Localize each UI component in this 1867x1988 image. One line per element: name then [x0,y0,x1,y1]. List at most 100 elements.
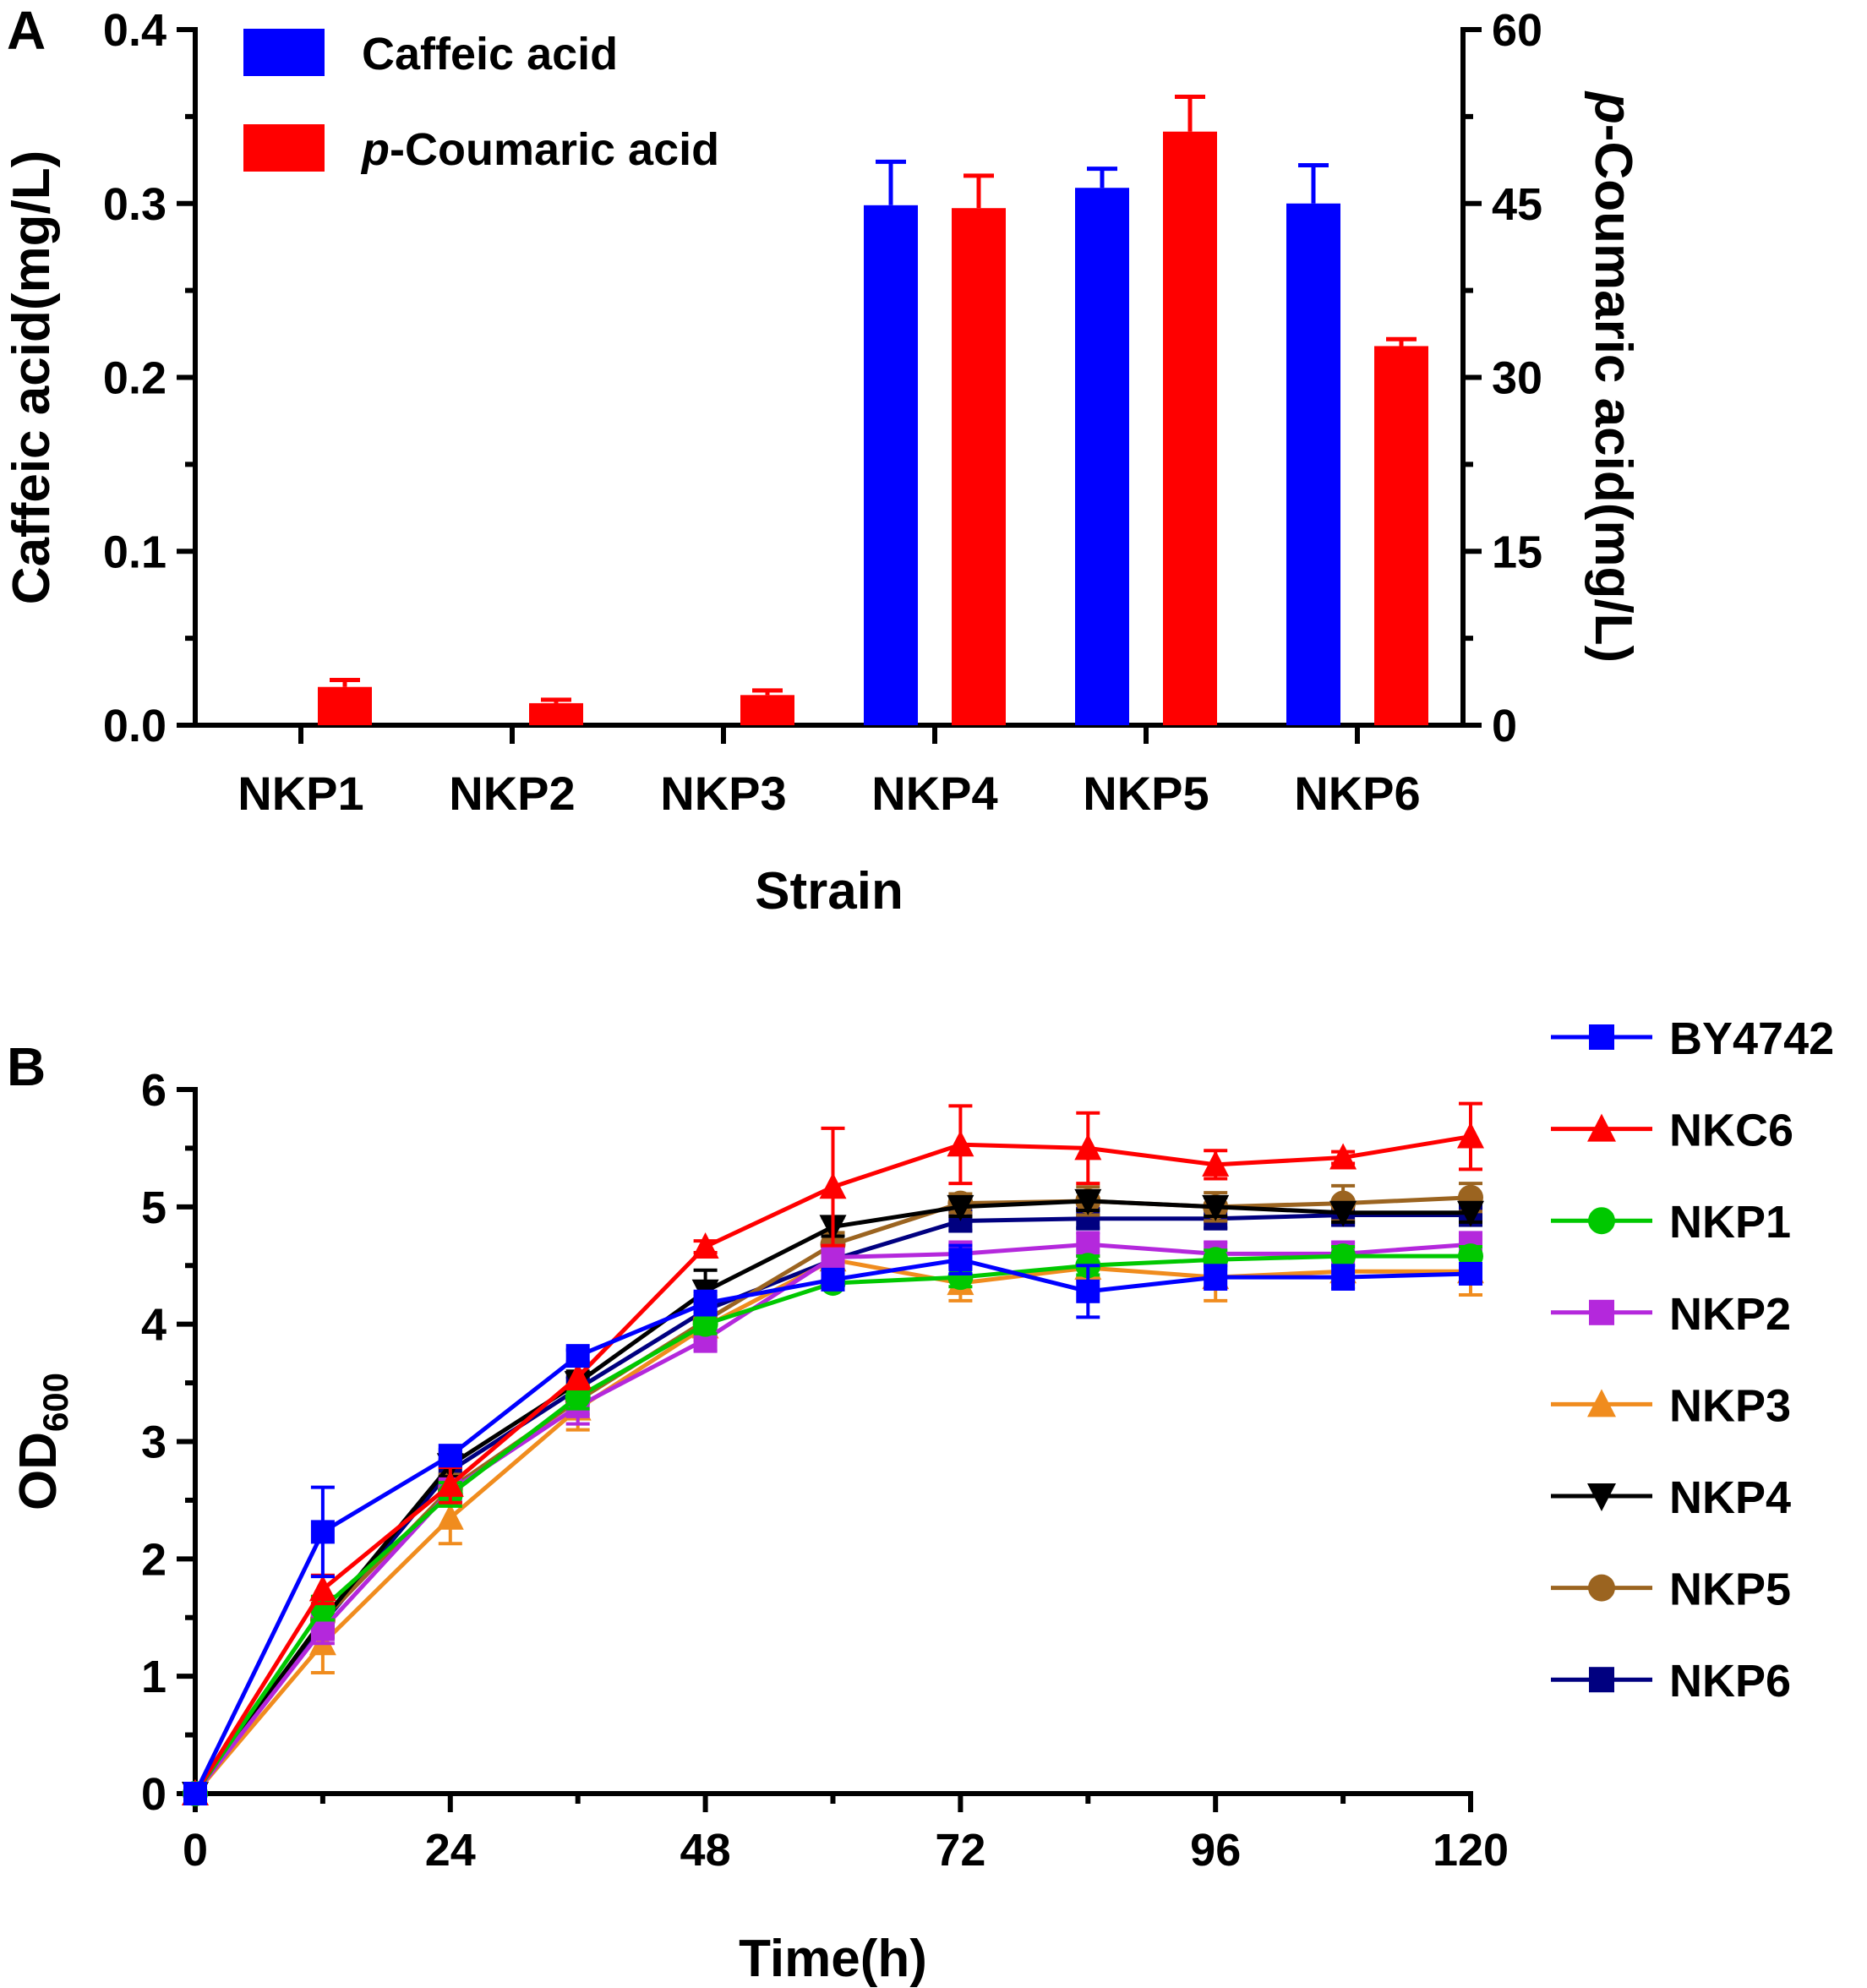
data-point [436,1503,464,1530]
y-tick-label-left: 0.3 [103,179,167,230]
y-tick-label: 3 [141,1417,167,1468]
legend-item: NKP4 [1551,1472,1791,1523]
data-point [1331,1265,1356,1290]
legend-label: BY4742 [1669,1013,1834,1064]
legend-item: NKC6 [1551,1106,1793,1156]
bar-chart-panel-a: 0.0 0.1 0.2 0.3 0.4 0 15 30 45 60 NKP1 NKP2 NKP3 NKP4… [3,5,1642,920]
series-BY4742 [183,1243,1482,1805]
y-axis-title: OD600 [9,1373,75,1510]
data-point [564,1363,592,1390]
data-point [1589,1299,1614,1325]
data-point [1459,1261,1482,1286]
data-point [691,1232,719,1259]
y-axis-title-left: Caffeic acid(mg/L) [3,150,61,604]
data-point [1076,1232,1100,1257]
legend-item: NKP5 [1551,1565,1791,1615]
legend-item: NKP6 [1551,1656,1791,1707]
x-category-label: NKP2 [449,767,575,820]
panel-label-a: A [7,0,46,61]
data-point [947,1194,974,1221]
y-tick-label: 2 [141,1534,167,1585]
legend-label: p-Coumaric acid [360,124,719,175]
y-tick-label-right: 15 [1492,527,1542,577]
data-point [1076,1279,1100,1303]
y-tick-label-right: 45 [1492,179,1542,230]
data-point [1204,1265,1228,1290]
bar [1163,131,1217,725]
data-point [1589,1024,1614,1050]
data-point [1457,1122,1484,1149]
data-point [1074,1188,1102,1215]
y-tick-label: 0 [141,1769,167,1820]
y-tick-label-right: 0 [1492,701,1517,751]
x-category-label: NKP3 [660,767,786,820]
bar [318,686,372,725]
y-tick-label: 5 [141,1182,167,1233]
data-point [1588,1574,1615,1602]
data-point [947,1130,974,1157]
y-tick-label: 6 [141,1065,167,1116]
series-line [193,1257,1471,1795]
data-point [821,1245,845,1270]
series-line [194,1257,1471,1795]
data-point [692,1311,718,1337]
data-point [1589,1667,1614,1693]
data-point [1588,1207,1615,1235]
x-axis-title: Strain [755,862,903,920]
y-tick-label-left: 0.1 [103,527,167,577]
x-tick-label: 48 [680,1825,731,1876]
legend-swatch [243,124,325,172]
x-tick-label: 0 [183,1825,208,1876]
data-point [693,1291,718,1315]
legend-label: NKP1 [1669,1197,1791,1248]
y-tick-label-right: 60 [1492,5,1542,56]
legend-label: NKP3 [1669,1380,1791,1431]
data-point [565,1384,591,1410]
series-line [193,1253,1471,1795]
data-point [183,1782,207,1805]
y-tick-label-left: 0.4 [103,5,167,56]
data-point [1330,1243,1357,1270]
legend-label: NKC6 [1669,1106,1793,1156]
x-tick-label: 96 [1190,1825,1241,1876]
data-point [1329,1200,1357,1227]
data-point [948,1248,973,1272]
legend-label: NKP2 [1669,1289,1791,1340]
data-point [438,1444,462,1468]
legend-item: BY4742 [1551,1013,1834,1064]
data-point [1587,1483,1616,1511]
data-point [819,1172,847,1199]
bar [864,205,918,725]
legend-label: NKP4 [1669,1472,1791,1523]
bar [1286,203,1340,725]
legend-swatch [243,29,325,76]
series-line [194,1242,1471,1795]
legend-label: NKP6 [1669,1656,1791,1707]
x-category-label: NKP6 [1294,767,1420,820]
y-tick-label: 4 [141,1300,167,1351]
legend-item: NKP3 [1551,1380,1791,1431]
series-line [193,1213,1471,1795]
x-category-label: NKP5 [1083,767,1209,820]
bar [529,702,583,725]
x-axis-title: Time(h) [739,1930,927,1988]
legend-item: NKP1 [1551,1197,1791,1248]
data-point [1074,1133,1102,1161]
legend-label: Caffeic acid [362,29,618,79]
y-tick-label-left: 0.0 [103,701,167,751]
panel-label-b: B [7,1036,46,1097]
y-axis-title-right: p-Coumaric acid(mg/L) [1584,90,1642,663]
legend-item: NKP2 [1551,1289,1791,1340]
x-tick-label: 72 [935,1825,985,1876]
bar [1075,188,1129,726]
y-tick-label: 1 [141,1652,167,1702]
x-tick-label: 120 [1433,1825,1509,1876]
data-point [1202,1150,1230,1177]
data-point [1457,1200,1484,1227]
data-point [1329,1143,1357,1170]
data-point [308,1575,336,1602]
line-chart-panel-b: 0 1 2 3 4 5 6 0 24 48 72 96 120 Time(h) OD600 BY4742 NKC… [9,1013,1834,1988]
series-NKP1 [183,1243,1483,1806]
y-tick-label-right: 30 [1492,353,1542,404]
